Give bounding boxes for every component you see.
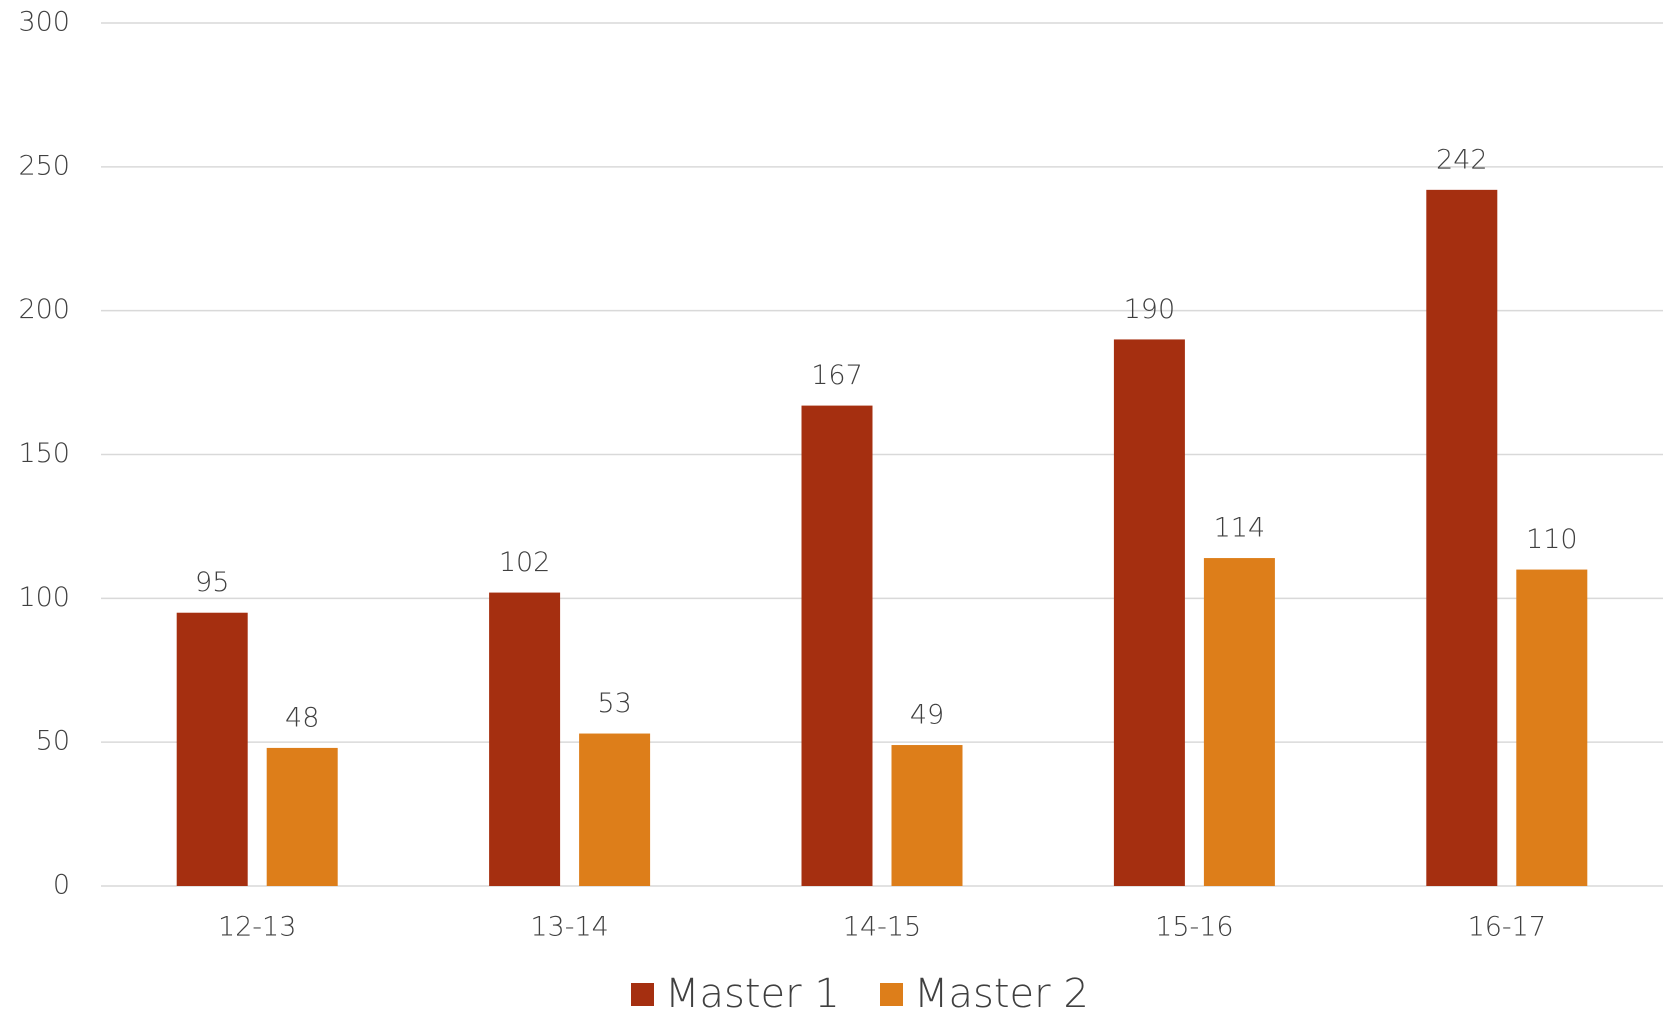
y-tick-label: 200 [18, 294, 70, 325]
y-tick-label: 0 [53, 870, 70, 901]
x-tick-label: 14-15 [843, 912, 921, 943]
legend-swatch [880, 983, 903, 1006]
data-label: 110 [1526, 524, 1578, 555]
y-tick-label: 300 [18, 7, 70, 38]
bar [1203, 558, 1275, 886]
bar [176, 612, 248, 886]
data-label: 167 [811, 360, 863, 391]
data-label: 114 [1214, 513, 1266, 544]
bar [489, 592, 561, 886]
y-tick-label: 50 [36, 726, 70, 757]
y-tick-label: 100 [18, 582, 70, 613]
legend-label: Master 2 [914, 971, 1089, 1013]
data-label: 48 [285, 702, 319, 733]
legend-label: Master 1 [665, 971, 840, 1013]
data-label: 49 [910, 700, 944, 731]
bar [891, 745, 963, 886]
legend-swatch [631, 983, 654, 1006]
x-tick-label: 12-13 [218, 912, 296, 943]
data-label: 95 [195, 567, 229, 598]
x-tick-label: 15-16 [1155, 912, 1233, 943]
x-tick-label: 16-17 [1468, 912, 1546, 943]
y-tick-label: 150 [18, 438, 70, 469]
data-label: 190 [1124, 294, 1176, 325]
x-tick-label: 13-14 [530, 912, 608, 943]
bar [579, 733, 651, 886]
bar [1516, 569, 1588, 886]
data-label: 102 [499, 547, 551, 578]
bar [266, 747, 338, 886]
bar [801, 405, 873, 886]
bar [1426, 189, 1498, 886]
bar [1113, 339, 1185, 886]
data-label: 242 [1436, 144, 1488, 175]
y-tick-label: 250 [18, 150, 70, 181]
data-label: 53 [597, 688, 631, 719]
